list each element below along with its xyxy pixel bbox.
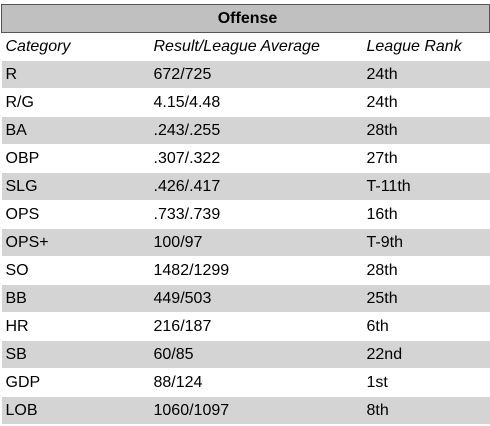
table-row: HR 216/187 6th xyxy=(2,313,490,341)
table-row: BB 449/503 25th xyxy=(2,285,490,313)
table-row: LOB 1060/1097 8th xyxy=(2,397,490,425)
cell-rank: 28th xyxy=(363,257,490,285)
cell-category: LOB xyxy=(2,397,150,425)
table-row: SO 1482/1299 28th xyxy=(2,257,490,285)
cell-result: .307/.322 xyxy=(150,145,363,173)
header-category: Category xyxy=(2,33,150,62)
title-row: Offense xyxy=(2,5,490,33)
offense-stats-table: Offense Category Result/League Average L… xyxy=(1,4,490,425)
table-row: OPS+ 100/97 T-9th xyxy=(2,229,490,257)
cell-rank: 8th xyxy=(363,397,490,425)
cell-result: 216/187 xyxy=(150,313,363,341)
table-row: R 672/725 24th xyxy=(2,61,490,89)
table-row: OPS .733/.739 16th xyxy=(2,201,490,229)
cell-category: SO xyxy=(2,257,150,285)
cell-result: 449/503 xyxy=(150,285,363,313)
cell-rank: 1st xyxy=(363,369,490,397)
header-rank: League Rank xyxy=(363,33,490,62)
cell-result: 672/725 xyxy=(150,61,363,89)
table-row: R/G 4.15/4.48 24th xyxy=(2,89,490,117)
cell-result: 88/124 xyxy=(150,369,363,397)
cell-category: SB xyxy=(2,341,150,369)
table-row: OBP .307/.322 27th xyxy=(2,145,490,173)
cell-rank: 28th xyxy=(363,117,490,145)
cell-category: OPS+ xyxy=(2,229,150,257)
cell-rank: 6th xyxy=(363,313,490,341)
cell-category: GDP xyxy=(2,369,150,397)
cell-result: .426/.417 xyxy=(150,173,363,201)
cell-category: BB xyxy=(2,285,150,313)
table-row: GDP 88/124 1st xyxy=(2,369,490,397)
cell-result: 60/85 xyxy=(150,341,363,369)
header-row: Category Result/League Average League Ra… xyxy=(2,33,490,62)
cell-rank: T-11th xyxy=(363,173,490,201)
table-title: Offense xyxy=(2,5,490,33)
cell-rank: 22nd xyxy=(363,341,490,369)
cell-rank: 25th xyxy=(363,285,490,313)
cell-result: 1482/1299 xyxy=(150,257,363,285)
table-row: BA .243/.255 28th xyxy=(2,117,490,145)
cell-category: SLG xyxy=(2,173,150,201)
cell-rank: T-9th xyxy=(363,229,490,257)
cell-category: R xyxy=(2,61,150,89)
header-result: Result/League Average xyxy=(150,33,363,62)
cell-category: BA xyxy=(2,117,150,145)
cell-category: OBP xyxy=(2,145,150,173)
table-row: SLG .426/.417 T-11th xyxy=(2,173,490,201)
cell-result: 100/97 xyxy=(150,229,363,257)
cell-rank: 16th xyxy=(363,201,490,229)
cell-category: R/G xyxy=(2,89,150,117)
cell-result: .733/.739 xyxy=(150,201,363,229)
cell-rank: 27th xyxy=(363,145,490,173)
cell-result: 4.15/4.48 xyxy=(150,89,363,117)
cell-result: 1060/1097 xyxy=(150,397,363,425)
cell-category: HR xyxy=(2,313,150,341)
cell-rank: 24th xyxy=(363,61,490,89)
cell-rank: 24th xyxy=(363,89,490,117)
table-row: SB 60/85 22nd xyxy=(2,341,490,369)
cell-category: OPS xyxy=(2,201,150,229)
cell-result: .243/.255 xyxy=(150,117,363,145)
